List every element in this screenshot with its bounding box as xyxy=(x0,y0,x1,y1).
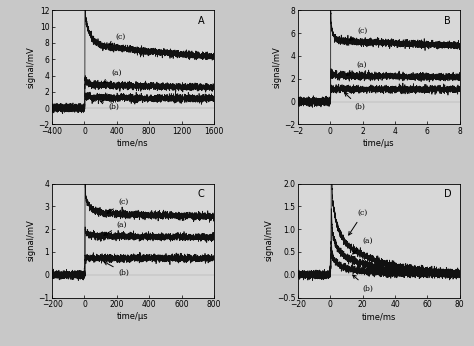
Text: A: A xyxy=(198,16,204,26)
Text: (c): (c) xyxy=(109,33,126,45)
Y-axis label: signal/mV: signal/mV xyxy=(27,220,36,262)
X-axis label: time/μs: time/μs xyxy=(117,312,149,321)
Text: (a): (a) xyxy=(104,69,122,83)
Y-axis label: signal/mV: signal/mV xyxy=(265,220,274,262)
Text: (b): (b) xyxy=(100,101,119,110)
Y-axis label: signal/mV: signal/mV xyxy=(273,46,282,88)
Text: B: B xyxy=(444,16,450,26)
Text: (b): (b) xyxy=(345,93,365,111)
Text: (a): (a) xyxy=(104,221,128,235)
X-axis label: time/μs: time/μs xyxy=(363,139,395,148)
Text: D: D xyxy=(444,189,451,199)
Text: (c): (c) xyxy=(350,27,368,40)
Text: (a): (a) xyxy=(346,61,367,75)
Text: (c): (c) xyxy=(107,198,129,213)
Text: C: C xyxy=(198,189,204,199)
Text: (b): (b) xyxy=(353,275,374,292)
X-axis label: time/ns: time/ns xyxy=(117,139,149,148)
Y-axis label: signal/mV: signal/mV xyxy=(27,46,36,88)
Text: (a): (a) xyxy=(353,237,373,254)
X-axis label: time/ms: time/ms xyxy=(362,312,396,321)
Text: (b): (b) xyxy=(104,262,129,276)
Text: (c): (c) xyxy=(349,209,368,235)
